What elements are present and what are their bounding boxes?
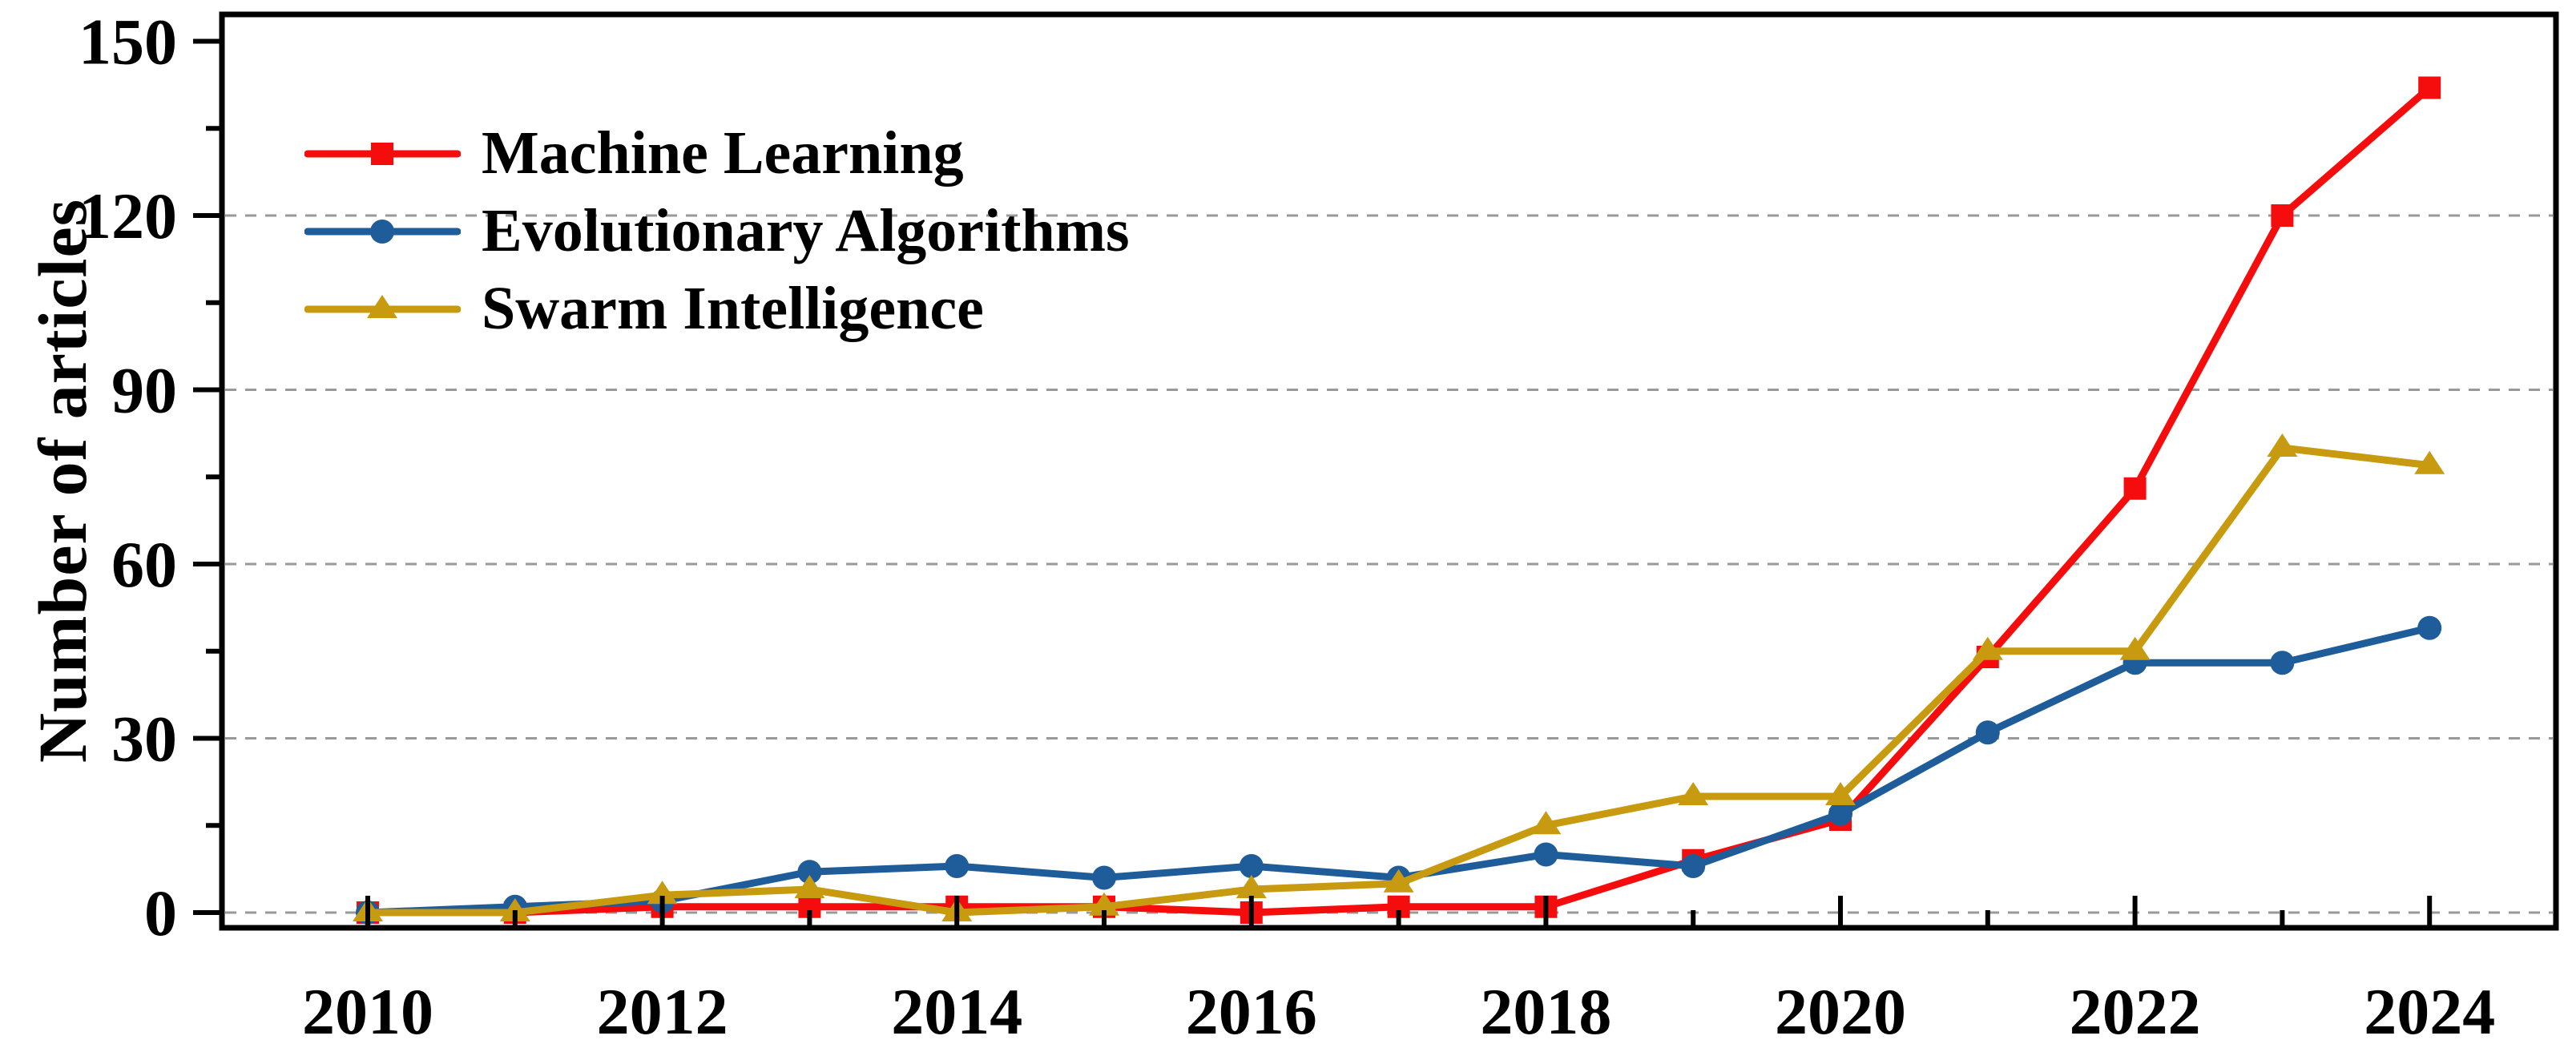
data-point-marker bbox=[1092, 865, 1116, 890]
data-point-marker bbox=[2270, 651, 2295, 675]
x-tick-label: 2022 bbox=[2070, 975, 2201, 1048]
y-tick-label: 30 bbox=[111, 703, 177, 776]
plot-frame bbox=[219, 11, 2559, 931]
x-tick-label: 2016 bbox=[1186, 975, 1317, 1048]
data-point-marker bbox=[1972, 636, 2003, 660]
data-point-marker bbox=[1975, 720, 2000, 745]
data-point-marker bbox=[1236, 875, 1267, 898]
x-tick-label: 2020 bbox=[1775, 975, 1906, 1048]
data-point-marker bbox=[794, 875, 825, 898]
legend-label: Machine Learning bbox=[482, 119, 964, 187]
data-point-marker bbox=[797, 860, 822, 885]
legend-item-evolutionary-algorithms: Evolutionary Algorithms bbox=[304, 192, 1130, 270]
x-tick-label: 2018 bbox=[1480, 975, 1611, 1048]
y-tick-label: 120 bbox=[79, 179, 177, 252]
data-point-marker bbox=[370, 219, 394, 244]
data-point-marker bbox=[499, 898, 530, 921]
x-tick-label: 2010 bbox=[302, 975, 433, 1048]
legend-line-circle-icon bbox=[304, 219, 461, 244]
data-point-marker bbox=[2119, 636, 2151, 660]
data-point-marker bbox=[2271, 204, 2294, 227]
y-tick-label: 60 bbox=[111, 528, 177, 601]
legend-item-swarm-intelligence: Swarm Intelligence bbox=[304, 270, 1130, 348]
data-point-marker bbox=[1681, 854, 1706, 878]
series-swarm-intelligence bbox=[353, 433, 2445, 921]
legend-label: Swarm Intelligence bbox=[482, 275, 984, 342]
legend: Machine Learning Evolutionary Algorithms… bbox=[304, 115, 1130, 348]
y-tick-label: 0 bbox=[144, 877, 177, 949]
data-point-marker bbox=[2267, 433, 2298, 457]
data-point-marker bbox=[1828, 801, 1852, 826]
data-point-marker bbox=[647, 881, 678, 905]
y-axis-title: Number of articles bbox=[24, 198, 101, 764]
data-point-marker bbox=[945, 854, 970, 878]
x-tick-label: 2024 bbox=[2364, 975, 2495, 1048]
y-tick-label: 150 bbox=[79, 6, 177, 79]
series-line bbox=[364, 444, 2433, 917]
data-point-marker bbox=[2417, 615, 2442, 640]
data-point-marker bbox=[2414, 450, 2445, 474]
data-point-marker bbox=[2123, 477, 2147, 500]
data-point-marker bbox=[1678, 782, 1709, 805]
legend-item-machine-learning: Machine Learning bbox=[304, 115, 1130, 192]
data-point-marker bbox=[1239, 854, 1264, 878]
data-point-marker bbox=[367, 294, 397, 318]
data-point-marker bbox=[1089, 892, 1119, 916]
data-point-marker bbox=[2418, 76, 2441, 99]
data-point-marker bbox=[371, 142, 393, 165]
legend-line-square-icon bbox=[304, 142, 461, 165]
x-tick-label: 2014 bbox=[891, 975, 1022, 1048]
legend-label: Evolutionary Algorithms bbox=[482, 197, 1130, 264]
legend-line-triangle-icon bbox=[304, 294, 461, 318]
data-point-marker bbox=[1825, 782, 1856, 805]
x-tick-label: 2012 bbox=[597, 975, 728, 1048]
data-point-marker bbox=[1534, 842, 1558, 867]
data-point-marker bbox=[1530, 811, 1562, 835]
y-tick-label: 90 bbox=[111, 354, 177, 427]
data-point-marker bbox=[1383, 869, 1414, 893]
